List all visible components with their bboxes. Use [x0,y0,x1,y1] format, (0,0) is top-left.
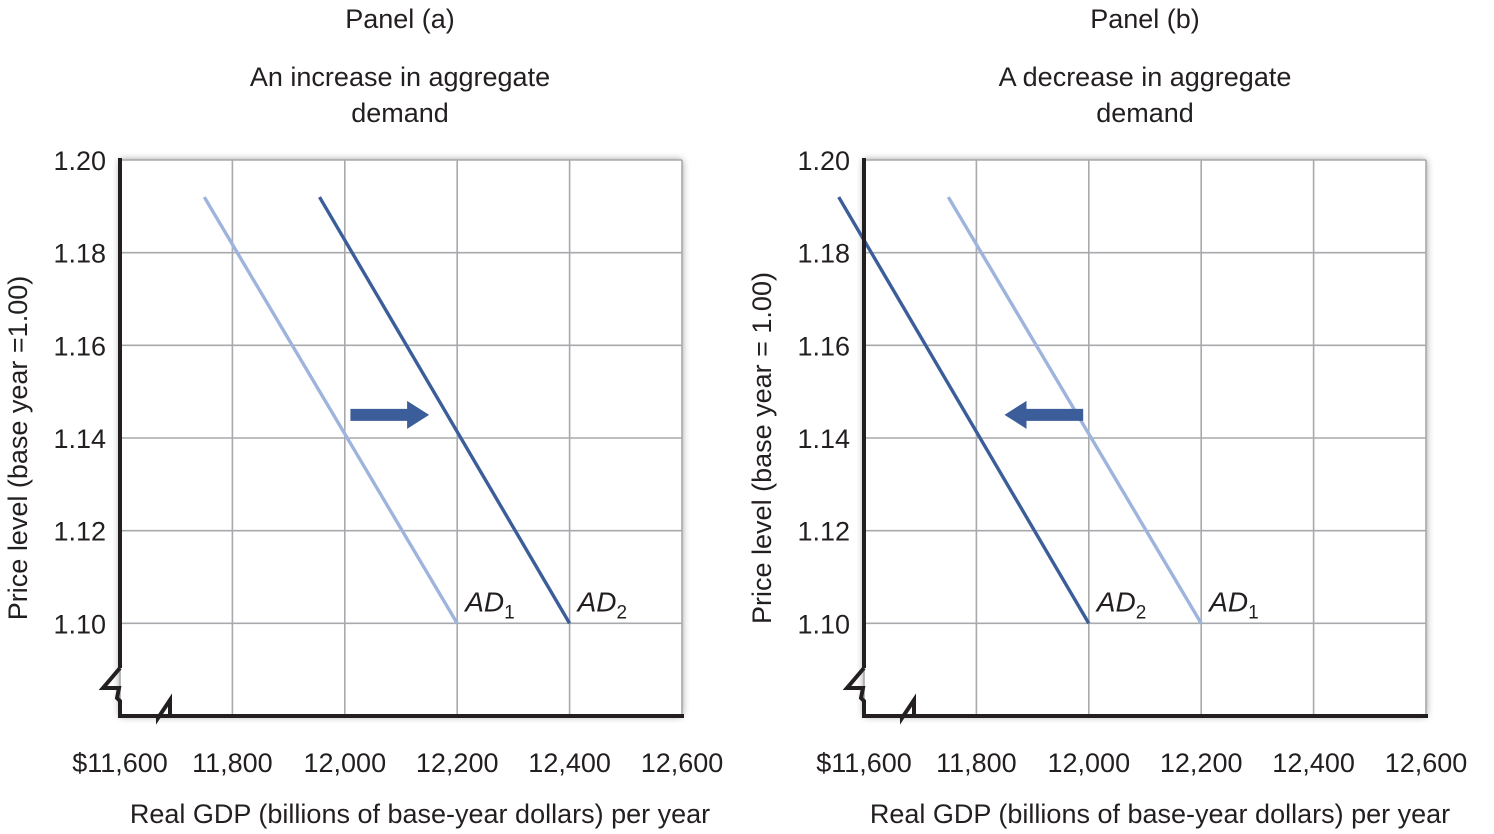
panel-b-curve-label-ad2: AD2 [1095,586,1146,623]
panel-a-x-tick-label: 12,400 [528,748,611,778]
panel-a-axis-break-symbol [98,666,172,725]
panel-b-y-ticks: 1.10 1.12 1.14 1.16 1.18 1.20 [797,146,850,639]
panel-b-title-line-2: demand [1096,98,1194,128]
panel-a-x-tick-label: $11,600 [72,748,168,778]
panel-b-x-ticks: $11,600 11,800 12,000 12,200 12,400 12,6… [816,748,1467,778]
panel-a-y-axis-label: Price level (base year =1.00) [3,276,33,620]
panel-b-x-axis-label: Real GDP (billions of base-year dollars)… [870,799,1450,829]
panel-b-y-axis-label: Price level (base year = 1.00) [747,272,777,624]
panel-b-axis-break-symbol [842,666,916,725]
panel-b-x-tick-label: $11,600 [816,748,912,778]
panel-a-y-tick-label: 1.12 [53,517,106,547]
panel-a-y-tick-label: 1.20 [53,146,106,176]
panel-a-axes [98,158,684,725]
panel-a-title-line-2: demand [351,98,449,128]
panel-b-shift-arrow [1004,400,1084,429]
panel-b-y-tick-label: 1.20 [797,146,850,176]
panel-a-x-tick-label: 11,800 [192,748,273,778]
panel-b-plot-area [837,158,1428,725]
panel-b-axes [842,158,1428,725]
panel-a-curve-ad2 [318,196,572,625]
panel-a-plot-area [98,158,684,725]
panel-a-label: Panel (a) [345,4,455,34]
panel-a-y-tick-label: 1.14 [53,424,106,454]
panel-a-x-tick-label: 12,600 [641,748,724,778]
panel-a-curves [202,196,572,625]
panel-a-grid [119,159,683,716]
panel-b-y-tick-label: 1.12 [797,517,850,547]
panel-a-x-tick-label: 12,200 [416,748,499,778]
panel-a-x-tick-label: 12,000 [304,748,387,778]
panel-b-x-tick-label: 12,600 [1385,748,1468,778]
panel-b-title-line-1: A decrease in aggregate [999,62,1292,92]
panel-b-x-tick-label: 12,200 [1160,748,1243,778]
panel-a-curve-label-ad1: AD1 [463,586,514,623]
panel-b-x-tick-label: 12,400 [1272,748,1355,778]
panel-b-curves [837,196,1203,625]
panel-a-x-ticks: $11,600 11,800 12,000 12,200 12,400 12,6… [72,748,723,778]
panel-b-y-tick-label: 1.18 [797,239,850,269]
panel-b-label: Panel (b) [1090,4,1200,34]
panel-a-curve-label-ad2: AD2 [576,586,627,623]
panel-b-y-tick-label: 1.16 [797,331,850,361]
panel-b-y-tick-label: 1.10 [797,609,850,639]
panel-a-x-axis-label: Real GDP (billions of base-year dollars)… [130,799,710,829]
panel-a-title-line-1: An increase in aggregate [250,62,550,92]
panel-a-y-tick-label: 1.10 [53,609,106,639]
panel-b: Panel (b) A decrease in aggregate demand… [747,4,1467,829]
panel-b-y-tick-label: 1.14 [797,424,850,454]
panel-a-y-tick-label: 1.16 [53,331,106,361]
panel-b-curve-ad2 [837,196,1091,625]
panel-a-y-tick-label: 1.18 [53,239,106,269]
panel-a: Panel (a) An increase in aggregate deman… [3,4,723,829]
panel-b-curve-label-ad1: AD1 [1207,586,1258,623]
panel-a-curve-ad1 [202,196,459,625]
panel-b-x-tick-label: 11,800 [936,748,1017,778]
panel-a-shift-arrow [350,400,430,429]
panel-a-y-ticks: 1.10 1.12 1.14 1.16 1.18 1.20 [53,146,106,639]
panel-b-x-tick-label: 12,000 [1048,748,1131,778]
